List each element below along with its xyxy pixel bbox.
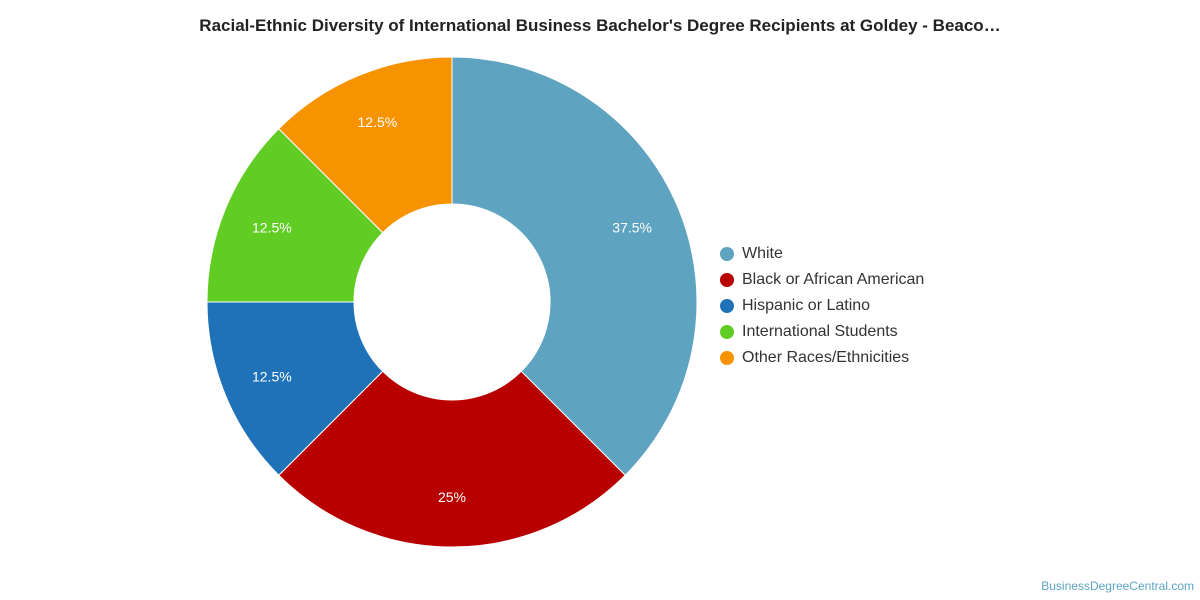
legend-label: International Students	[742, 323, 898, 340]
legend-label: Hispanic or Latino	[742, 297, 871, 314]
legend-item[interactable]: Other Races/Ethnicities	[720, 345, 924, 371]
slice-data-label: 37.5%	[612, 219, 652, 235]
donut-slice[interactable]	[278, 370, 626, 548]
legend-label: Other Races/Ethnicities	[742, 349, 910, 366]
legend-swatch-icon	[720, 247, 734, 261]
legend-label: Black or African American	[742, 271, 925, 288]
donut-slice[interactable]	[206, 128, 384, 303]
legend-swatch-icon	[720, 351, 734, 365]
donut-slice[interactable]	[206, 301, 384, 476]
legend-item[interactable]: Hispanic or Latino	[720, 293, 924, 319]
slice-data-label: 12.5%	[358, 114, 398, 130]
legend-swatch-icon	[720, 273, 734, 287]
legend-item[interactable]: White	[720, 241, 924, 267]
donut-slice[interactable]	[451, 56, 698, 476]
legend-item[interactable]: Black or African American	[720, 267, 924, 293]
legend-label: White	[742, 245, 783, 262]
slice-data-label: 12.5%	[252, 219, 292, 235]
legend-item[interactable]: International Students	[720, 319, 924, 345]
slice-data-label: 12.5%	[252, 369, 292, 385]
chart-legend: White Black or African American Hispanic o…	[720, 241, 924, 371]
source-credit[interactable]: BusinessDegreeCentral.com	[1041, 579, 1194, 593]
legend-swatch-icon	[720, 299, 734, 313]
legend-swatch-icon	[720, 325, 734, 339]
slice-data-label: 25%	[438, 489, 466, 505]
donut-slice[interactable]	[278, 56, 453, 234]
chart-title: Racial-Ethnic Diversity of International…	[199, 16, 1001, 35]
